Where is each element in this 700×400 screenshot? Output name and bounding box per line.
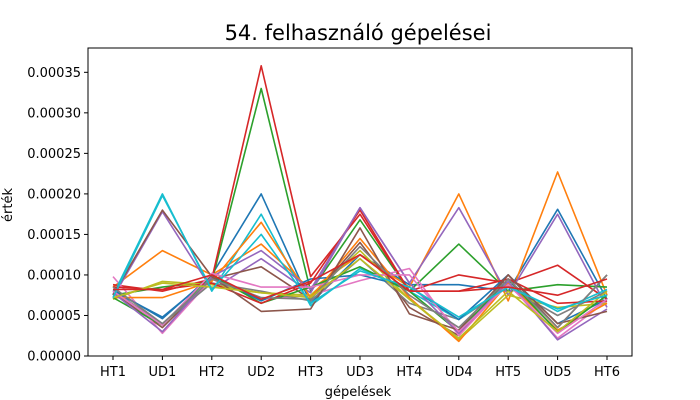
series-line-9: [112, 249, 608, 341]
x-tick-label: HT1: [100, 365, 126, 380]
series-line-4: [112, 65, 608, 300]
x-tick-label: UD4: [445, 365, 473, 380]
series-line-5: [112, 206, 608, 308]
x-tick-label: UD5: [544, 365, 572, 380]
plot-frame: [87, 47, 633, 357]
x-tick-label: HT4: [396, 365, 422, 380]
x-tick-label: HT6: [594, 365, 620, 380]
y-tick-label: 0.00030: [27, 106, 81, 121]
series-line-3: [112, 87, 608, 296]
x-tick-label: UD1: [149, 365, 177, 380]
x-tick-label: HT3: [298, 365, 324, 380]
series-line-21: [113, 253, 608, 301]
x-axis-label: gépelések: [325, 385, 392, 400]
y-tick-label: 0.00025: [27, 147, 81, 162]
y-tick-label: 0.00005: [27, 309, 81, 324]
x-tick-label: HT2: [199, 365, 225, 380]
series-line-16: [112, 209, 608, 331]
x-tick-label: UD2: [247, 365, 275, 380]
y-tick-label: 0.00015: [27, 228, 81, 243]
series-line-17: [112, 272, 608, 335]
y-axis-label: érték: [1, 188, 16, 222]
chart-title: 54. felhasználó gépelései: [225, 21, 492, 45]
y-tick-label: 0.00000: [27, 350, 81, 365]
x-tick-label: HT5: [495, 365, 521, 380]
series-line-20: [112, 194, 608, 318]
y-tick-label: 0.00010: [27, 268, 81, 283]
series-line-19: [112, 257, 608, 340]
y-axis: 0.00000 0.00005 0.00010 0.00015 0.00020 0.000…: [27, 66, 88, 365]
y-tick-label: 0.00035: [27, 66, 81, 81]
x-axis: HT1 UD1 HT2 UD2 HT3 UD3 HT4 UD4 HT5 UD5 HT6: [100, 356, 620, 380]
plot-area: [87, 47, 633, 357]
series-line-12: [113, 221, 608, 343]
x-tick-label: UD3: [346, 365, 374, 380]
y-tick-label: 0.00020: [27, 187, 81, 202]
